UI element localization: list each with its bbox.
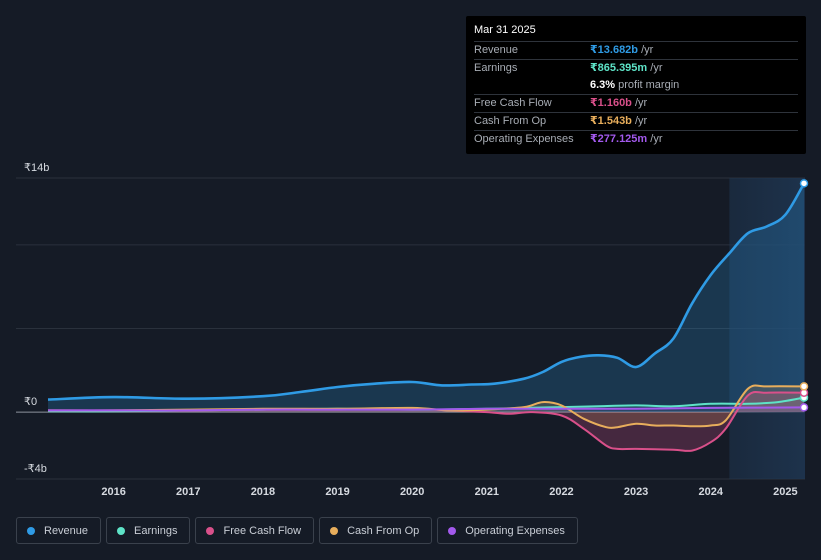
legend-item-free-cash-flow[interactable]: Free Cash Flow: [195, 517, 315, 544]
y-tick-label: ₹14b: [24, 162, 49, 174]
x-tick-label: 2021: [475, 486, 499, 498]
legend-item-earnings[interactable]: Earnings: [106, 517, 191, 544]
forecast-shaded-region: [729, 178, 805, 479]
revenue-area: [48, 183, 804, 413]
legend-dot-icon: [206, 526, 215, 535]
tooltip-row-label: Free Cash Flow: [474, 97, 552, 109]
legend-item-cash-from-op[interactable]: Cash From Op: [319, 517, 433, 544]
x-axis-labels: 2016 2017 2018 2019 2020 2021 2022 2023 2024 2025: [101, 486, 797, 498]
tooltip-row: Cash From Op ₹1.543b /yr: [474, 112, 798, 130]
tooltip-row: 6.3% profit margin: [474, 77, 798, 94]
tooltip-row-value: 6.3% profit margin: [590, 79, 680, 91]
legend-label: Cash From Op: [347, 524, 420, 537]
legend-label: Earnings: [134, 524, 178, 537]
operating-expenses-line: [48, 406, 805, 412]
legend-dot-icon: [330, 526, 339, 535]
tooltip-row-value: ₹13.682b /yr: [590, 44, 654, 56]
x-tick-label: 2020: [400, 486, 424, 498]
legend-dot-icon: [448, 526, 457, 535]
legend-label: Revenue: [44, 524, 89, 537]
x-tick-label: 2023: [624, 486, 648, 498]
free-cash-flow-area: [48, 391, 804, 452]
grid-lines: [16, 177, 805, 480]
y-tick-label: -₹4b: [24, 463, 47, 475]
x-tick-label: 2017: [176, 486, 200, 498]
cash-from-op-area: [48, 385, 804, 428]
tooltip-row-label: Earnings: [474, 62, 518, 74]
tooltip-row-value: ₹1.160b /yr: [590, 97, 648, 109]
tooltip-row-label: Cash From Op: [474, 115, 547, 127]
x-tick-label: 2022: [549, 486, 573, 498]
legend-dot-icon: [27, 526, 35, 535]
operating-expenses-end-marker: [799, 403, 809, 412]
x-tick-label: 2018: [251, 486, 275, 498]
revenue-end-marker: [799, 179, 809, 188]
y-axis-labels: ₹14b ₹0 -₹4b: [24, 162, 49, 475]
tooltip-row-value: ₹865.395m /yr: [590, 62, 663, 74]
x-tick-label: 2025: [773, 486, 797, 498]
x-tick-label: 2016: [101, 486, 125, 498]
tooltip-rows: Revenue ₹13.682b /yr Earnings ₹865.395m /yr…: [474, 41, 798, 148]
series-lines: [47, 182, 806, 453]
cash-from-op-end-marker: [799, 382, 809, 391]
legend-dot-icon: [117, 526, 126, 535]
tooltip-row-label: Revenue: [474, 44, 519, 56]
legend-item-revenue[interactable]: Revenue: [16, 517, 102, 544]
tooltip-row: Earnings ₹865.395m /yr: [474, 59, 798, 77]
x-tick-label: 2019: [325, 486, 349, 498]
y-tick-label: ₹0: [24, 396, 37, 408]
series-end-markers: [799, 179, 809, 412]
tooltip-row: Revenue ₹13.682b /yr: [474, 41, 798, 59]
financial-line-chart: ₹14b₹0-₹4b 2016 2017 2018 2019 2020 2021 2022 2…: [16, 162, 809, 498]
tooltip-row-label: [474, 77, 590, 94]
legend-label: Operating Expenses: [465, 524, 565, 537]
legend-item-operating-expenses[interactable]: Operating Expenses: [437, 517, 578, 544]
tooltip-row-value: ₹1.543b /yr: [590, 115, 648, 127]
data-tooltip: Mar 31 2025 Revenue ₹13.682b /yr Earnings ₹…: [466, 16, 806, 154]
tooltip-row-value: ₹277.125m /yr: [590, 133, 663, 145]
tooltip-row: Free Cash Flow ₹1.160b /yr: [474, 94, 798, 112]
x-tick-label: 2024: [698, 486, 723, 498]
tooltip-row-label: Operating Expenses: [474, 133, 574, 145]
chart-legend: Revenue Earnings Free Cash Flow Cash From O…: [16, 517, 578, 544]
forecast-region-rect: [729, 178, 805, 479]
revenue-line: [47, 182, 806, 401]
tooltip-row: Operating Expenses ₹277.125m /yr: [474, 130, 798, 148]
legend-label: Free Cash Flow: [223, 524, 302, 537]
tooltip-date: Mar 31 2025: [474, 24, 536, 36]
